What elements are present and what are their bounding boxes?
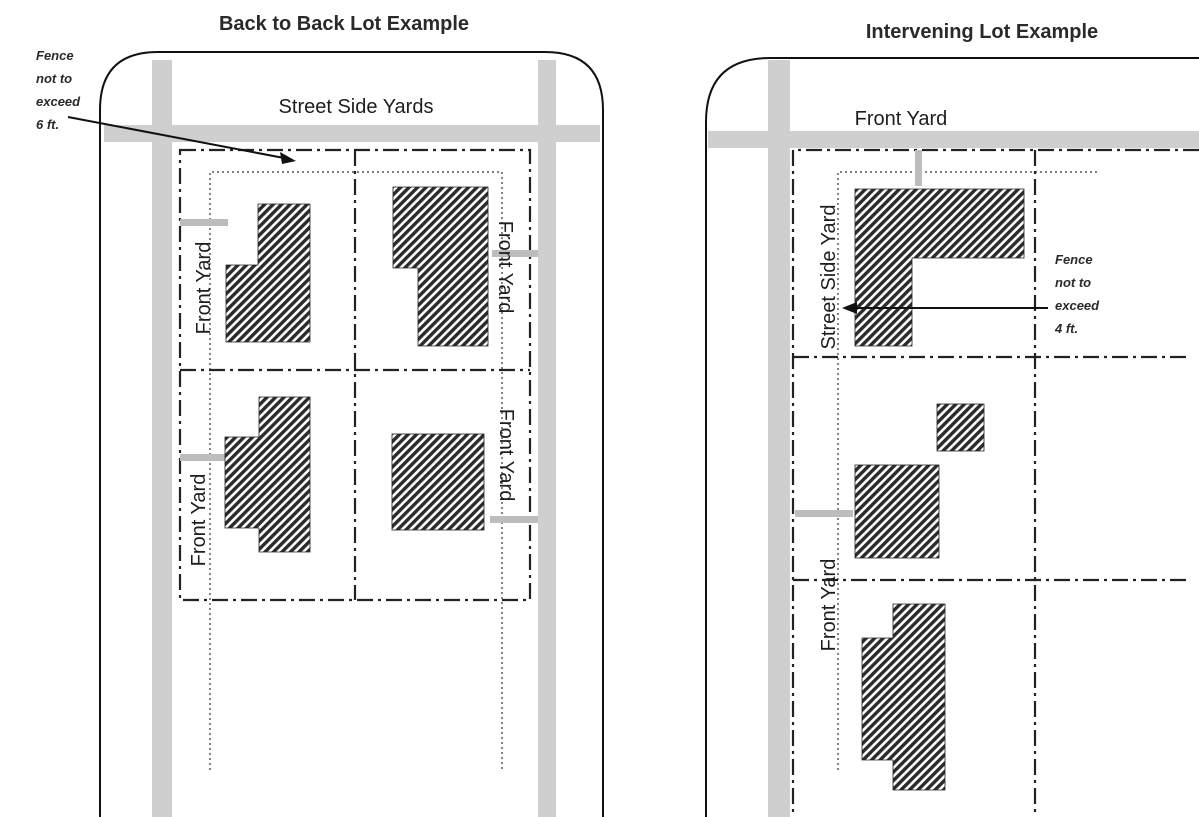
- shed: [936, 403, 985, 452]
- yard-label: Front Yard: [818, 559, 840, 652]
- house: [224, 396, 311, 553]
- left-street-north: [104, 125, 600, 142]
- driveway: [795, 510, 853, 517]
- driveway: [180, 219, 228, 226]
- note-line: not to: [36, 71, 72, 86]
- driveway: [492, 250, 538, 257]
- house: [225, 203, 311, 343]
- right-street-label: Front Yard: [855, 108, 948, 130]
- arrow-head-icon: [842, 302, 857, 314]
- left-fence-note: Fence not to exceed 6 ft.: [36, 48, 81, 132]
- note-line: 6 ft.: [36, 117, 59, 132]
- back-to-back-lot-panel: Back to Back Lot Example Street Side Yar…: [36, 13, 604, 817]
- left-fence-arrow: [67, 116, 285, 159]
- house: [854, 188, 1025, 347]
- left-street-east: [538, 60, 556, 817]
- house: [391, 433, 485, 531]
- right-street-north: [708, 131, 1199, 148]
- left-street-label: Street Side Yards: [279, 96, 434, 118]
- left-panel-title: Back to Back Lot Example: [219, 13, 469, 35]
- right-fence-note: Fence not to exceed 4 ft.: [1054, 252, 1100, 336]
- yard-label: Front Yard: [188, 474, 210, 567]
- house: [861, 603, 946, 791]
- note-line: exceed: [1055, 298, 1100, 313]
- house: [854, 464, 940, 559]
- driveway: [490, 516, 538, 523]
- yard-label: Street Side Yard: [818, 205, 840, 350]
- yard-label: Front Yard: [494, 221, 516, 314]
- driveway: [915, 150, 922, 186]
- intervening-lot-panel: Intervening Lot Example Front Yard Stree…: [705, 21, 1199, 817]
- note-line: Fence: [1055, 252, 1093, 267]
- note-line: exceed: [36, 94, 81, 109]
- note-line: Fence: [36, 48, 74, 63]
- right-street-west: [768, 60, 790, 817]
- yard-label: Front Yard: [495, 409, 517, 502]
- arrow-head-icon: [280, 152, 296, 164]
- house: [392, 186, 489, 347]
- right-block-outline: [705, 57, 1199, 817]
- yard-label: Front Yard: [193, 242, 215, 335]
- left-block-outline: [99, 51, 604, 817]
- note-line: 4 ft.: [1054, 321, 1078, 336]
- note-line: not to: [1055, 275, 1091, 290]
- right-lot-boundary: [791, 148, 1199, 817]
- right-panel-title: Intervening Lot Example: [866, 21, 1098, 43]
- left-street-west: [152, 60, 172, 817]
- driveway: [180, 454, 225, 461]
